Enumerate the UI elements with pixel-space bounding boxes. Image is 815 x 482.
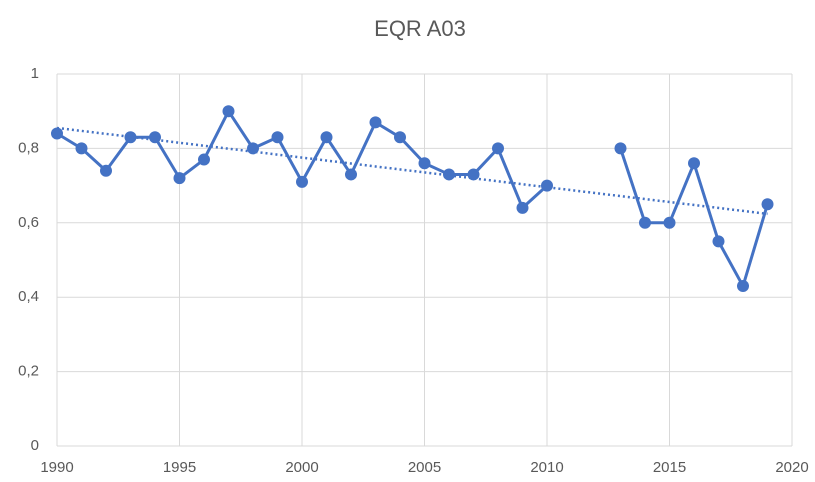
data-point <box>712 235 725 248</box>
data-point <box>688 157 700 170</box>
data-point <box>149 131 161 144</box>
trend-line <box>56 126 768 216</box>
data-point <box>247 142 259 155</box>
data-point <box>516 201 529 214</box>
data-point <box>345 168 357 181</box>
data-point <box>369 116 382 129</box>
x-tick-label: 1990 <box>40 459 73 476</box>
data-point <box>761 198 774 211</box>
data-point <box>492 142 504 155</box>
data-point <box>271 131 284 144</box>
data-point <box>737 280 749 293</box>
y-tick-label: 0 <box>31 437 39 454</box>
data-point <box>296 175 308 188</box>
data-point <box>443 168 455 181</box>
data-point <box>100 164 112 177</box>
data-point <box>541 179 553 192</box>
data-point <box>639 216 651 229</box>
data-point <box>663 216 676 229</box>
y-tick-label: 1 <box>31 65 39 82</box>
data-point <box>614 142 627 155</box>
y-tick-label: 0,6 <box>18 214 39 231</box>
data-point <box>222 105 235 118</box>
data-point <box>51 127 63 140</box>
x-tick-label: 1995 <box>163 459 196 476</box>
y-tick-label: 0,4 <box>18 288 39 305</box>
data-point <box>467 168 480 181</box>
data-point <box>124 131 137 144</box>
x-tick-label: 2015 <box>653 459 686 476</box>
data-point <box>320 131 333 144</box>
y-tick-label: 0,2 <box>18 363 39 380</box>
data-point <box>418 157 431 170</box>
x-tick-label: 2000 <box>285 459 318 476</box>
data-point <box>173 172 186 185</box>
y-tick-label: 0,8 <box>18 139 39 156</box>
data-point <box>75 142 88 155</box>
x-tick-label: 2020 <box>775 459 808 476</box>
chart-title: EQR A03 <box>374 16 466 41</box>
data-point <box>394 131 406 144</box>
data-point <box>198 153 210 166</box>
x-tick-label: 2010 <box>530 459 563 476</box>
x-tick-label: 2005 <box>408 459 441 476</box>
